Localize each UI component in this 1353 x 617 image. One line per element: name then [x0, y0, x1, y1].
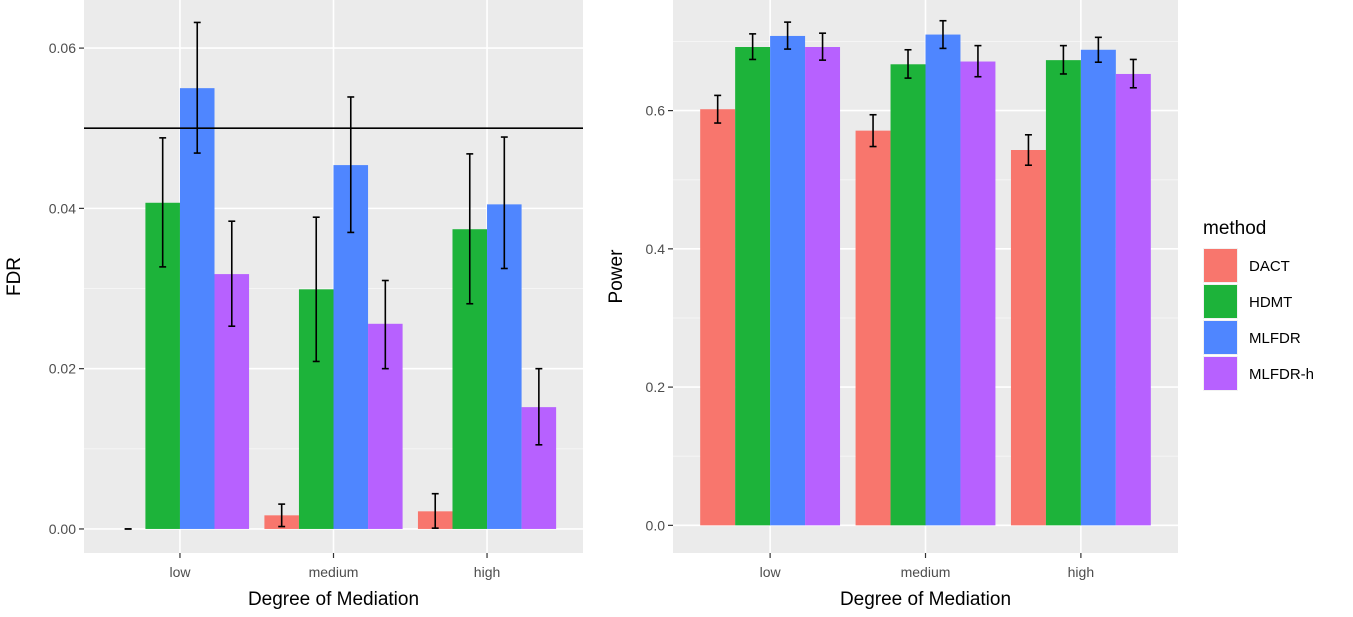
- bar-mlfdr: [770, 35, 806, 526]
- legend: method DACT HDMT MLFDR MLFDR-h: [1203, 218, 1314, 391]
- y-axis-title: FDR: [4, 257, 25, 296]
- y-tick-label: 0.04: [49, 200, 76, 216]
- y-tick-label: 0.2: [646, 379, 666, 395]
- fdr-chart: 0.00 0.02 0.04 0.06 low medium high Degree of M…: [4, 0, 583, 610]
- x-tick-label: low: [169, 564, 191, 580]
- legend-items: DACT HDMT MLFDR MLFDR-h: [1203, 248, 1314, 391]
- x-tick-label: high: [1068, 564, 1094, 580]
- x-tick-label: medium: [309, 564, 359, 580]
- y-tick-label: 0.00: [49, 521, 76, 537]
- power-chart: 0.0 0.2 0.4 0.6 low medium high Degree of Media…: [606, 0, 1178, 610]
- x-axis-title: Degree of Mediation: [840, 589, 1011, 610]
- legend-swatch-dact: [1204, 249, 1237, 282]
- bar-dact: [700, 109, 736, 526]
- legend-swatch-mlfdr: [1204, 321, 1237, 354]
- x-tick-label: low: [760, 564, 782, 580]
- bar-hdmt: [1045, 60, 1081, 526]
- bar-dact: [1010, 150, 1046, 526]
- legend-label: DACT: [1249, 258, 1290, 275]
- bar-mlfdr: [925, 34, 961, 526]
- legend-label: HDMT: [1249, 294, 1292, 311]
- x-tick-label: high: [474, 564, 500, 580]
- y-tick-label: 0.0: [646, 517, 666, 533]
- y-tick-label: 0.06: [49, 40, 76, 56]
- bar-hdmt: [735, 47, 771, 526]
- y-tick-label: 0.4: [646, 241, 666, 257]
- bar-dact: [855, 130, 891, 526]
- bar-mlfdr-h: [1115, 73, 1151, 526]
- y-axis-title: Power: [606, 249, 627, 304]
- bar-mlfdr-h: [960, 61, 996, 526]
- bar-mlfdr: [1080, 49, 1116, 526]
- legend-label: MLFDR-h: [1249, 366, 1314, 383]
- legend-title: method: [1203, 218, 1266, 239]
- legend-label: MLFDR: [1249, 330, 1301, 347]
- legend-swatch-mlfdr-h: [1204, 357, 1237, 390]
- legend-swatch-hdmt: [1204, 285, 1237, 318]
- bar-hdmt: [890, 64, 926, 526]
- bar-mlfdr: [179, 88, 215, 529]
- y-tick-label: 0.6: [646, 103, 666, 119]
- x-tick-label: medium: [901, 564, 951, 580]
- x-axis-title: Degree of Mediation: [248, 589, 419, 610]
- bar-mlfdr-h: [805, 47, 841, 526]
- y-tick-label: 0.02: [49, 361, 76, 377]
